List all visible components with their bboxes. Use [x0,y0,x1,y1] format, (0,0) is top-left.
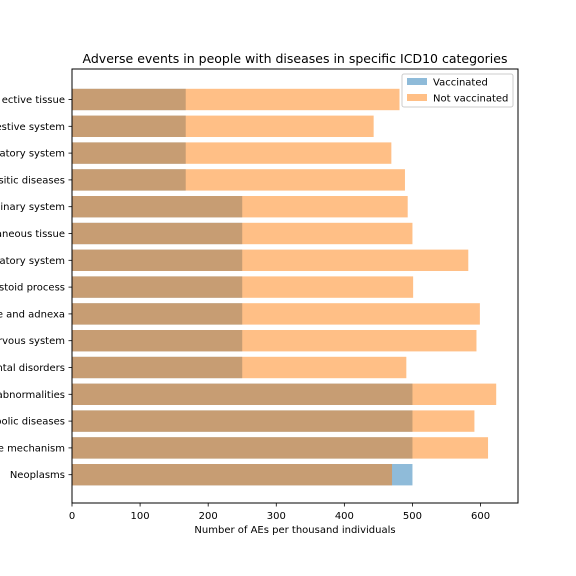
y-tick-label: abnormalities [0,390,65,401]
x-tick-label: 300 [267,511,286,522]
legend-label-not-vaccinated: Not vaccinated [433,94,508,105]
bar-not-vaccinated-8 [72,303,480,325]
bar-not-vaccinated-5 [72,222,413,245]
legend-label-vaccinated: Vaccinated [433,78,488,89]
y-tick-label: bolic diseases [0,417,65,428]
y-tick-label: sitic diseases [0,175,65,186]
bar-not-vaccinated-2 [72,142,392,164]
y-tick-label: ntal disorders [0,363,65,374]
bar-not-vaccinated-7 [72,276,414,298]
bar-not-vaccinated-14 [72,464,393,486]
bar-not-vaccinated-11 [72,383,497,405]
y-tick-label: aneous tissue [0,229,65,240]
y-tick-label: stoid process [0,283,65,294]
bar-not-vaccinated-3 [72,169,405,191]
y-tick-label: e and adnexa [0,309,65,320]
y-tick-label: ective tissue [2,95,65,106]
x-tick-label: 0 [69,511,75,522]
y-tick-label: inary system [0,202,65,213]
bar-not-vaccinated-9 [72,330,477,352]
x-tick-label: 400 [335,511,354,522]
bar-not-vaccinated-4 [72,196,408,218]
plot-frame [71,68,519,504]
x-tick-label: 500 [403,511,422,522]
legend: Vaccinated Not vaccinated [401,73,514,108]
x-tick-label: 100 [131,511,150,522]
y-tick-label: atory system [0,149,65,160]
x-axis: 0 100 200 300 400 500 600 [69,503,490,522]
y-tick-label: Neoplasms [10,470,65,481]
legend-frame [401,73,514,108]
x-tick-label: 600 [471,511,490,522]
legend-swatch-not-vaccinated [407,94,427,101]
y-tick-label: estive system [0,122,65,133]
x-tick-label: 200 [199,511,218,522]
bar-not-vaccinated-10 [72,356,407,379]
x-axis-label: Number of AEs per thousand individuals [194,525,395,536]
bar-not-vaccinated-1 [72,115,374,137]
y-tick-label: atory system [0,256,65,267]
bar-not-vaccinated-0 [72,88,400,111]
bar-not-vaccinated-12 [72,410,475,432]
legend-swatch-vaccinated [407,78,427,85]
y-tick-label: e mechanism [0,443,65,454]
y-axis: ective tissue estive system atory system si… [0,95,72,481]
bar-not-vaccinated-6 [72,249,469,271]
chart-title: Adverse events in people with diseases i… [83,51,508,66]
bar-not-vaccinated-13 [72,437,489,459]
bar-group [72,88,497,486]
y-tick-label: rvous system [0,336,65,347]
